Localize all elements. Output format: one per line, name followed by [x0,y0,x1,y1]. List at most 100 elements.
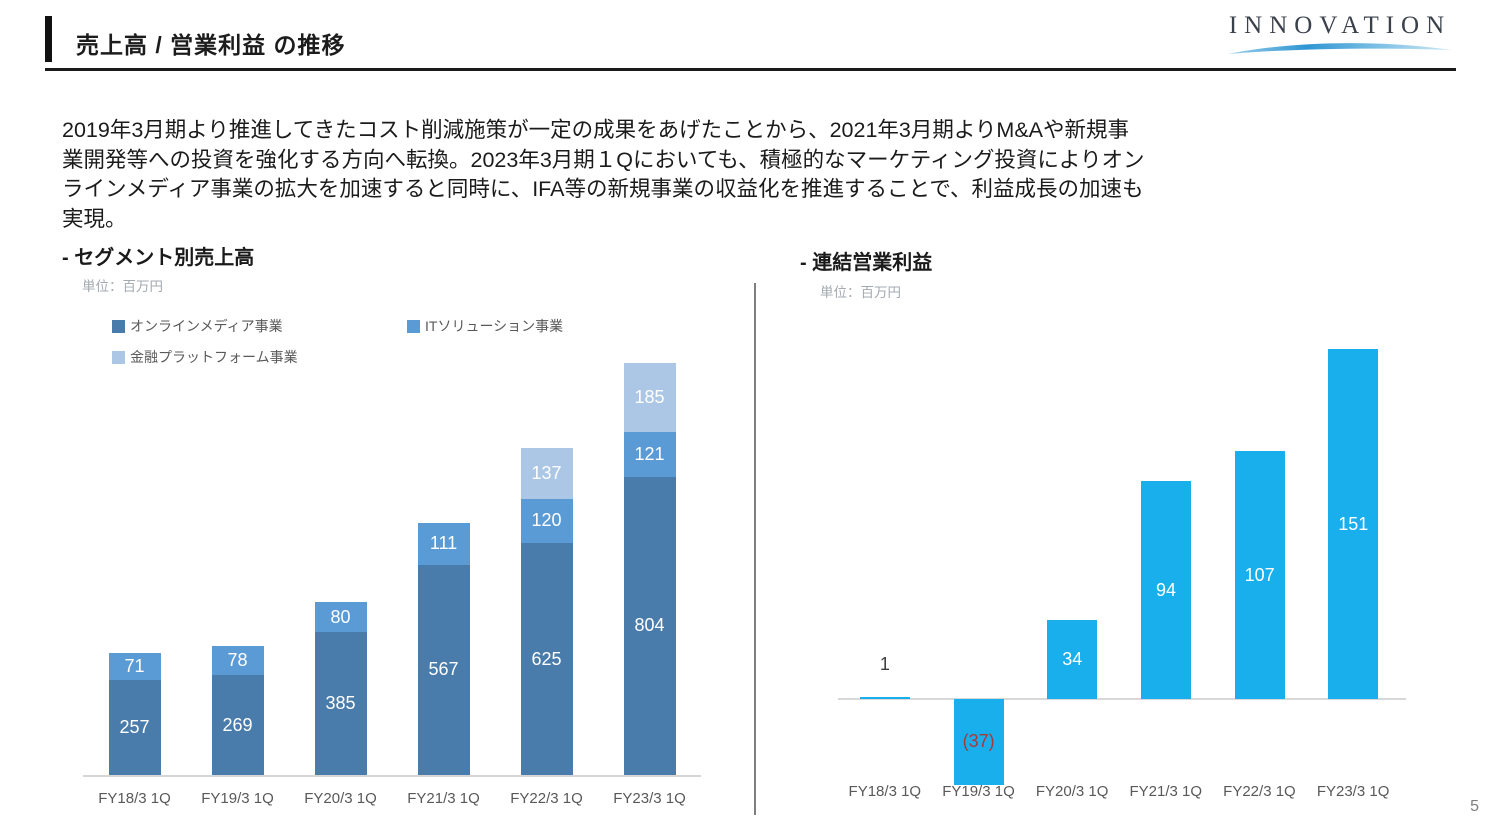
bar-slot: 1 FY18/3 1Q [838,349,932,809]
intro-line: ラインメディア事業の拡大を加速すると同時に、IFA等の新規事業の収益化を推進する… [62,177,1144,201]
bar-value-label: 257 [119,716,150,737]
bar-segment: 80 [314,602,367,633]
legend-swatch-icon [112,350,125,364]
intro-line: 業開発等への投資を強化する方向へ転換。2023年3月期１Qにおいても、積極的なマ… [62,147,1145,172]
stacked-bar: 71 257 [108,653,161,775]
legend-item-it-solution: ITソリューション事業 [407,316,563,336]
legend-item-financial-platform: 金融プラットフォーム事業 [112,347,298,367]
bar-segment: 71 [108,653,161,680]
legend-label: ITソリューション事業 [425,318,564,334]
bar-value-label: 269 [222,714,253,735]
bar-slot: 151 FY23/3 1Q [1306,349,1400,809]
bar-value-label: 385 [325,693,356,714]
x-axis-label: FY18/3 1Q [98,790,171,807]
x-axis-label: FY20/3 1Q [1035,783,1109,800]
x-axis-labels: FY18/3 1Q FY19/3 1Q FY20/3 1Q FY21/3 1Q FY22… [83,790,701,807]
x-axis-label: FY21/3 1Q [407,790,480,807]
bar-segment: 78 [211,646,264,676]
legend-row: 金融プラットフォーム事業 [112,347,732,378]
operating-profit-title: - 連結営業利益 [800,252,933,274]
bar-segment: 120 [520,498,573,544]
legend-label: オンラインメディア事業 [130,318,283,334]
logo-text: INNOVATION [1228,12,1452,39]
bar: 107 [1234,451,1285,699]
bar-segment: 804 [623,476,676,775]
x-axis-label: FY22/3 1Q [1223,783,1296,800]
bar-value-label: 71 [124,655,145,676]
bar-value-label: 94 [1155,579,1176,600]
bar-segment: 121 [623,431,676,477]
bar-value-label: 804 [634,615,665,636]
legend-row: オンラインメディア事業 ITソリューション事業 [112,316,732,347]
bar-segment: 257 [108,679,161,775]
segment-revenue-title: - セグメント別売上高 [62,247,255,269]
bar-value-label: 121 [634,443,665,464]
bar-value-label: (37) [962,731,995,752]
bar-value-label: 137 [531,462,562,483]
x-axis-label: FY22/3 1Q [510,790,583,807]
title-accent-bar [45,16,52,62]
bar-value-label: 111 [429,533,458,554]
x-axis-label: FY18/3 1Q [848,783,922,800]
logo-swoosh-icon [1228,43,1452,54]
bar: 151 [1328,349,1379,699]
stacked-bar: 78 269 [211,646,264,775]
segment-revenue-legend: オンラインメディア事業 ITソリューション事業 金融プラットフォーム事業 [112,316,732,378]
legend-label: 金融プラットフォーム事業 [130,349,298,365]
header-rule [45,68,1456,71]
bar-slot: 111 567 [392,363,495,775]
bar-value-label: 78 [227,650,248,671]
bar-value-label: 1 [879,653,890,674]
bar-slot: (37) FY19/3 1Q [932,349,1026,809]
bar-slot: 94 FY21/3 1Q [1119,349,1213,809]
bars-area: 71 257 78 269 80 385 111 567 137 120 625 185 121 804 [83,363,701,775]
legend-swatch-icon [112,319,125,333]
stacked-bar: 111 567 [417,523,470,775]
bar-segment: 185 [623,363,676,432]
page-title: 売上高 / 営業利益 の推移 [76,32,346,58]
bar: 94 [1140,481,1191,699]
company-logo: INNOVATION [1226,12,1454,56]
legend-item-online-media: オンラインメディア事業 [112,316,283,336]
bar-value-label: 34 [1062,649,1083,670]
bar-segment: 625 [520,543,573,775]
bar-slot: 78 269 [186,363,289,775]
x-axis-label: FY19/3 1Q [201,790,274,807]
x-axis-label: FY20/3 1Q [304,790,377,807]
bar-segment: 567 [417,564,470,775]
operating-profit-plot: 1 FY18/3 1Q (37) FY19/3 1Q 34 FY20/3 1Q 94 FY21… [838,349,1406,809]
bar-segment: 385 [314,632,367,775]
legend-swatch-icon [407,319,420,333]
x-axis-label: FY21/3 1Q [1129,783,1203,800]
intro-line: 実現。 [62,206,127,231]
bar-segment: 137 [520,447,573,499]
segment-revenue-unit-label: 単位：百万円 [82,279,163,294]
bar-slot: 34 FY20/3 1Q [1025,349,1119,809]
page-number: 5 [1470,798,1479,815]
stacked-bar: 185 121 804 [623,363,676,775]
bar-slot: 80 385 [289,363,392,775]
intro-line: 2019年3月期より推進してきたコスト削減施策が一定の成果をあげたことから、20… [62,118,1130,142]
bar-value-label: 120 [531,510,562,531]
bar-slot: 185 121 804 [598,363,701,775]
stacked-bar: 137 120 625 [520,447,573,775]
bar-value-label: 185 [634,386,665,407]
operating-profit-unit-label: 単位：百万円 [820,285,901,300]
x-axis-label: FY23/3 1Q [1316,783,1390,800]
bar-value-label: 151 [1338,513,1369,534]
bar-slot: 137 120 625 [495,363,598,775]
intro-paragraph: 2019年3月期より推進してきたコスト削減施策が一定の成果をあげたことから、20… [62,116,1372,234]
section-divider [754,283,756,815]
zero-axis-line [838,698,1406,700]
x-axis-label: FY19/3 1Q [942,783,1015,800]
bar-value-label: 567 [428,659,459,680]
bar-segment: 111 [417,523,470,565]
bars-area: 1 FY18/3 1Q (37) FY19/3 1Q 34 FY20/3 1Q 94 FY21… [838,349,1400,809]
bar [860,696,910,699]
bar-value-label: 625 [531,648,562,669]
x-axis-line [83,775,701,777]
x-axis-label: FY23/3 1Q [613,790,686,807]
bar: (37) [953,699,1004,785]
bar-value-label: 107 [1244,564,1275,585]
